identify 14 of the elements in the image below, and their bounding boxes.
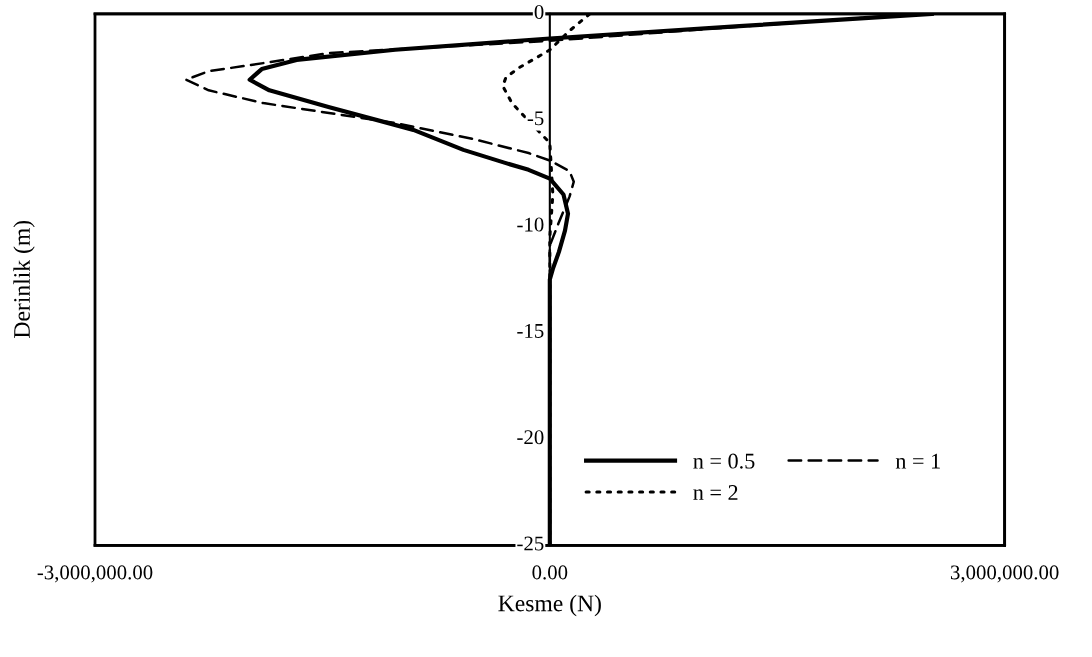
y-tick-label: -20 xyxy=(517,430,544,445)
y-tick-label: -15 xyxy=(517,323,544,338)
y-tick-label: 0 xyxy=(534,4,544,20)
y-tick-label: -10 xyxy=(517,217,544,232)
legend-label: n = 1 xyxy=(895,453,940,469)
y-tick-label: -5 xyxy=(527,111,544,126)
x-axis-title: Kesme (N) xyxy=(498,594,601,617)
x-tick-label: 3,000,000.00 xyxy=(950,565,1059,583)
x-tick-label: 0.00 xyxy=(532,565,568,580)
y-axis-title: Derinlik (m) xyxy=(13,220,35,338)
x-tick-label: -3,000,000.00 xyxy=(37,565,153,583)
legend-label: n = 2 xyxy=(693,485,738,500)
y-tick-label: -25 xyxy=(517,536,544,551)
legend-label: n = 0.5 xyxy=(693,453,755,469)
